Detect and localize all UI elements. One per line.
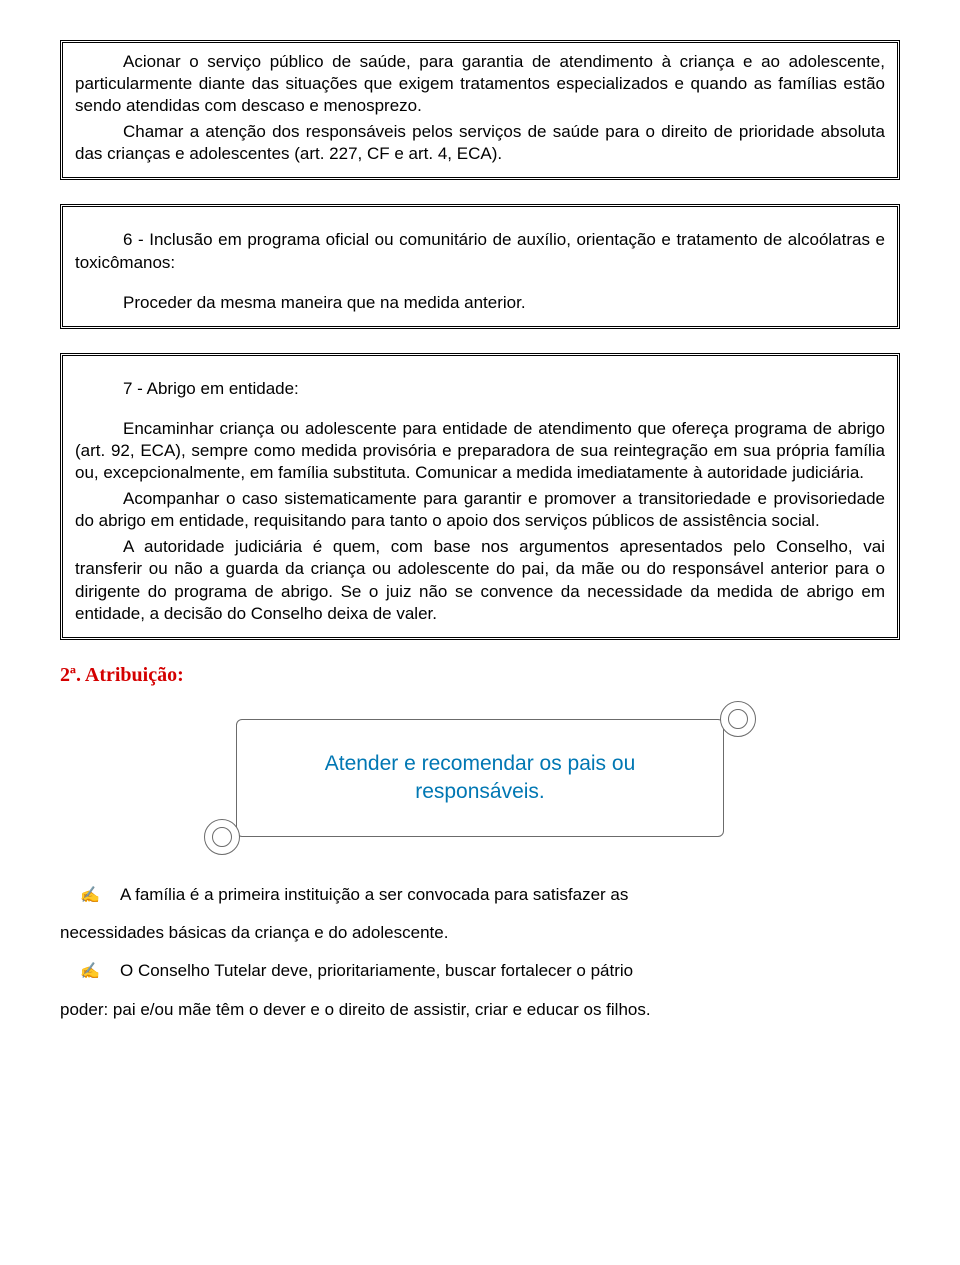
bottom-text-block: ✍A família é a primeira instituição a se… [60,879,900,1026]
box2-heading: 6 - Inclusão em programa oficial ou comu… [75,229,885,273]
section-title: 2ª. Atribuição: [60,664,900,687]
box3-paragraph-1: Encaminhar criança ou adolescente para e… [75,418,885,484]
scroll-body: Atender e recomendar os pais ou responsá… [236,719,724,837]
box1-paragraph-2: Chamar a atenção dos responsáveis pelos … [75,121,885,165]
box-2: 6 - Inclusão em programa oficial ou comu… [60,204,900,328]
bottom-b2-line1: O Conselho Tutelar deve, prioritariament… [120,961,633,980]
box-1: Acionar o serviço público de saúde, para… [60,40,900,180]
box3-paragraph-3: A autoridade judiciária é quem, com base… [75,536,885,624]
scroll-text: Atender e recomendar os pais ou responsá… [263,750,697,805]
bottom-b1-line1: A família é a primeira instituição a ser… [120,885,628,904]
box-3: 7 - Abrigo em entidade: Encaminhar crian… [60,353,900,640]
box3-paragraph-2: Acompanhar o caso sistematicamente para … [75,488,885,532]
scroll-banner: Atender e recomendar os pais ou responsá… [200,703,760,853]
box1-paragraph-1: Acionar o serviço público de saúde, para… [75,51,885,117]
box3-heading: 7 - Abrigo em entidade: [75,378,885,400]
hand-icon: ✍ [60,881,120,911]
page-container: Acionar o serviço público de saúde, para… [0,0,960,1062]
bottom-bullet-2: ✍O Conselho Tutelar deve, prioritariamen… [60,955,900,987]
bottom-b2-line2: poder: pai e/ou mãe têm o dever e o dire… [60,994,900,1026]
scroll-curl-bottom-left [204,819,240,855]
hand-icon: ✍ [60,957,120,987]
bottom-bullet-1: ✍A família é a primeira instituição a se… [60,879,900,911]
box2-paragraph-1: Proceder da mesma maneira que na medida … [75,292,885,314]
scroll-curl-top-right [720,701,756,737]
bottom-b1-line2: necessidades básicas da criança e do ado… [60,917,900,949]
